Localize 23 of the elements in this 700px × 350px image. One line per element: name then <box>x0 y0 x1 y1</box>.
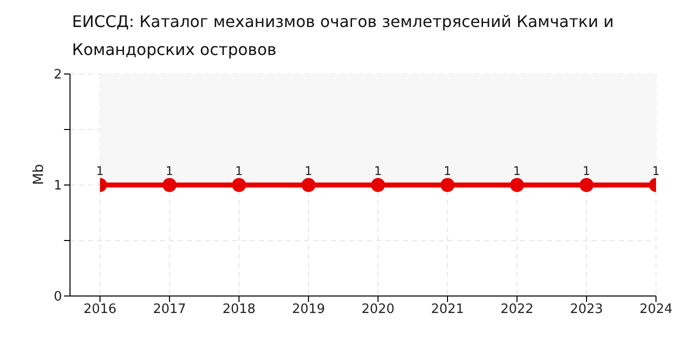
data-label: 1 <box>304 164 312 178</box>
chart-title: ЕИССД: Каталог механизмов очагов землетрясений Камчатки и Командорских островов <box>72 11 615 61</box>
x-tick-label: 2018 <box>222 302 256 318</box>
x-tick-label: 2024 <box>639 302 673 318</box>
x-tick-label: 2023 <box>570 302 604 318</box>
y-tick-label: 2 <box>54 68 62 83</box>
data-label: 1 <box>582 164 590 178</box>
data-label: 1 <box>374 164 382 178</box>
y-axis-title: Mb <box>30 164 47 185</box>
data-label: 1 <box>513 164 521 178</box>
x-tick-label: 2020 <box>361 302 395 318</box>
data-label: 1 <box>652 164 660 178</box>
x-tick-label: 2019 <box>292 302 326 318</box>
y-tick-label: 1 <box>54 178 62 194</box>
x-tick-label: 2017 <box>152 302 186 318</box>
y-tick-label: 0 <box>54 290 62 305</box>
data-label: 1 <box>166 164 174 178</box>
data-label: 1 <box>444 164 452 178</box>
x-tick-label: 2021 <box>430 302 464 318</box>
data-label: 1 <box>96 164 104 178</box>
data-label: 1 <box>235 164 243 178</box>
x-tick-label: 2022 <box>500 302 534 318</box>
x-tick-label: 2016 <box>83 302 117 318</box>
